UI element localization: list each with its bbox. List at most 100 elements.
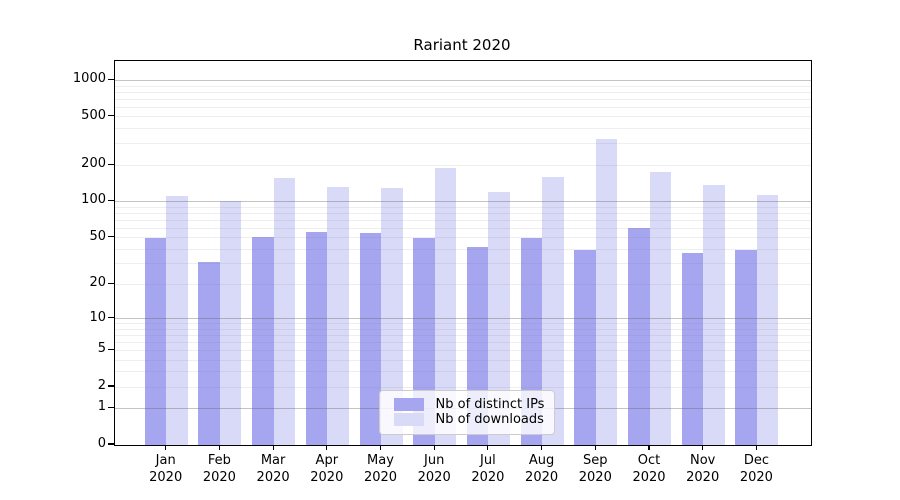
x-tick-label-year: 2020 <box>739 470 773 485</box>
gridline-minor-50 <box>114 237 811 238</box>
x-tick-jun <box>433 445 435 450</box>
x-tick-label-year: 2020 <box>686 470 720 485</box>
x-tick-label-dec: Dec 2020 <box>724 452 788 486</box>
bar-downloads-dec <box>756 194 779 445</box>
x-tick-may <box>379 445 382 450</box>
y-tick-label-1000: 1000 <box>72 71 106 87</box>
x-tick-oct <box>648 445 650 450</box>
bar-downloads-nov <box>703 185 725 445</box>
x-tick-dec <box>755 445 757 450</box>
bar-distinct-ips-oct <box>628 227 650 445</box>
x-tick-label-nov: Nov 2020 <box>671 452 735 486</box>
gridline-minor-300 <box>114 143 811 145</box>
gridline-minor-90 <box>114 206 811 208</box>
x-tick-label-feb: Feb 2020 <box>187 452 251 486</box>
x-tick-label-sep: Sep 2020 <box>563 452 627 486</box>
y-tick-label-500: 500 <box>81 107 106 123</box>
x-tick-label-year: 2020 <box>578 470 612 485</box>
gridline-major-100 <box>114 200 811 202</box>
y-tick-20 <box>108 282 114 284</box>
x-tick-label-year: 2020 <box>632 470 666 485</box>
bar-distinct-ips-feb <box>198 261 220 445</box>
y-tick-500 <box>108 115 114 117</box>
bar-downloads-oct <box>649 171 671 445</box>
x-tick-label-apr: Apr 2020 <box>295 452 359 486</box>
gridline-minor-400 <box>114 128 811 130</box>
y-tick-50 <box>108 235 114 238</box>
gridline-minor-40 <box>114 248 811 250</box>
x-tick-jul <box>487 445 489 450</box>
bar-downloads-jan <box>166 195 188 445</box>
x-tick-jan <box>165 445 167 450</box>
bar-downloads-aug <box>542 177 564 445</box>
gridline-minor-3 <box>114 371 811 373</box>
y-tick-5 <box>108 348 114 350</box>
bar-distinct-ips-nov <box>681 252 704 445</box>
bar-downloads-jun <box>434 168 457 445</box>
x-tick-label-month: Jul <box>480 453 496 468</box>
y-tick-100 <box>108 199 114 201</box>
y-tick-label-100: 100 <box>81 192 106 208</box>
y-tick-0 <box>108 443 114 445</box>
y-tick-10 <box>108 316 114 319</box>
legend-swatch-distinct-ips <box>393 398 424 411</box>
x-tick-feb <box>218 445 220 450</box>
x-tick-label-month: Nov <box>690 453 716 468</box>
bar-downloads-may <box>381 188 403 445</box>
x-tick-label-month: Feb <box>207 453 231 468</box>
x-tick-label-jun: Jun 2020 <box>402 452 466 486</box>
gridline-minor-9 <box>114 323 811 324</box>
gridline-minor-600 <box>114 106 811 108</box>
x-tick-label-year: 2020 <box>202 470 236 485</box>
bar-downloads-apr <box>327 186 349 445</box>
gridline-major-1000 <box>114 79 811 81</box>
legend: Nb of distinct IPs Nb of downloads <box>378 389 555 435</box>
gridline-minor-70 <box>114 219 811 221</box>
gridline-minor-20 <box>114 283 811 285</box>
bar-distinct-ips-mar <box>252 237 274 445</box>
plot-area: Nb of distinct IPs Nb of downloads <box>113 59 812 446</box>
y-tick-2 <box>108 385 114 387</box>
x-tick-label-year: 2020 <box>417 470 451 485</box>
bar-distinct-ips-apr <box>305 232 328 445</box>
x-tick-label-oct: Oct 2020 <box>617 452 681 486</box>
bar-distinct-ips-may <box>359 233 381 445</box>
y-tick-1 <box>108 406 114 408</box>
gridline-minor-30 <box>114 263 811 265</box>
x-tick-label-year: 2020 <box>471 470 505 485</box>
gridline-minor-200 <box>114 164 811 166</box>
bar-downloads-sep <box>595 138 618 445</box>
y-tick-label-0: 0 <box>97 436 106 451</box>
gridline-minor-800 <box>114 91 811 93</box>
bar-downloads-mar <box>273 177 296 445</box>
x-tick-label-mar: Mar 2020 <box>241 452 305 486</box>
y-tick-label-5: 5 <box>97 341 106 357</box>
x-tick-label-year: 2020 <box>310 470 344 485</box>
y-tick-1000 <box>108 78 114 80</box>
x-tick-sep <box>594 445 596 450</box>
gridline-minor-6 <box>114 341 811 343</box>
chart-title: Rariant 2020 <box>413 36 511 54</box>
bar-downloads-jul <box>488 192 510 445</box>
x-tick-label-aug: Aug 2020 <box>510 452 574 486</box>
x-tick-label-jul: Jul 2020 <box>456 452 520 486</box>
legend-item-downloads: Nb of downloads <box>393 411 544 427</box>
legend-label-downloads: Nb of downloads <box>435 411 544 427</box>
gridline-minor-700 <box>114 98 811 100</box>
x-tick-label-month: Oct <box>637 453 661 468</box>
y-tick-label-2: 2 <box>97 378 106 393</box>
x-tick-label-month: Aug <box>528 453 555 468</box>
x-tick-label-jan: Jan 2020 <box>134 452 198 486</box>
x-tick-label-year: 2020 <box>363 470 398 485</box>
bar-downloads-feb <box>219 200 242 445</box>
y-tick-label-200: 200 <box>81 156 106 172</box>
gridline-minor-60 <box>114 227 811 229</box>
gridline-minor-7 <box>114 334 811 336</box>
x-tick-label-year: 2020 <box>256 470 290 485</box>
x-tick-label-month: Mar <box>260 453 286 468</box>
bar-distinct-ips-dec <box>735 249 757 445</box>
bar-distinct-ips-sep <box>574 249 596 445</box>
x-tick-label-month: Dec <box>743 453 769 468</box>
legend-swatch-downloads <box>393 413 424 426</box>
